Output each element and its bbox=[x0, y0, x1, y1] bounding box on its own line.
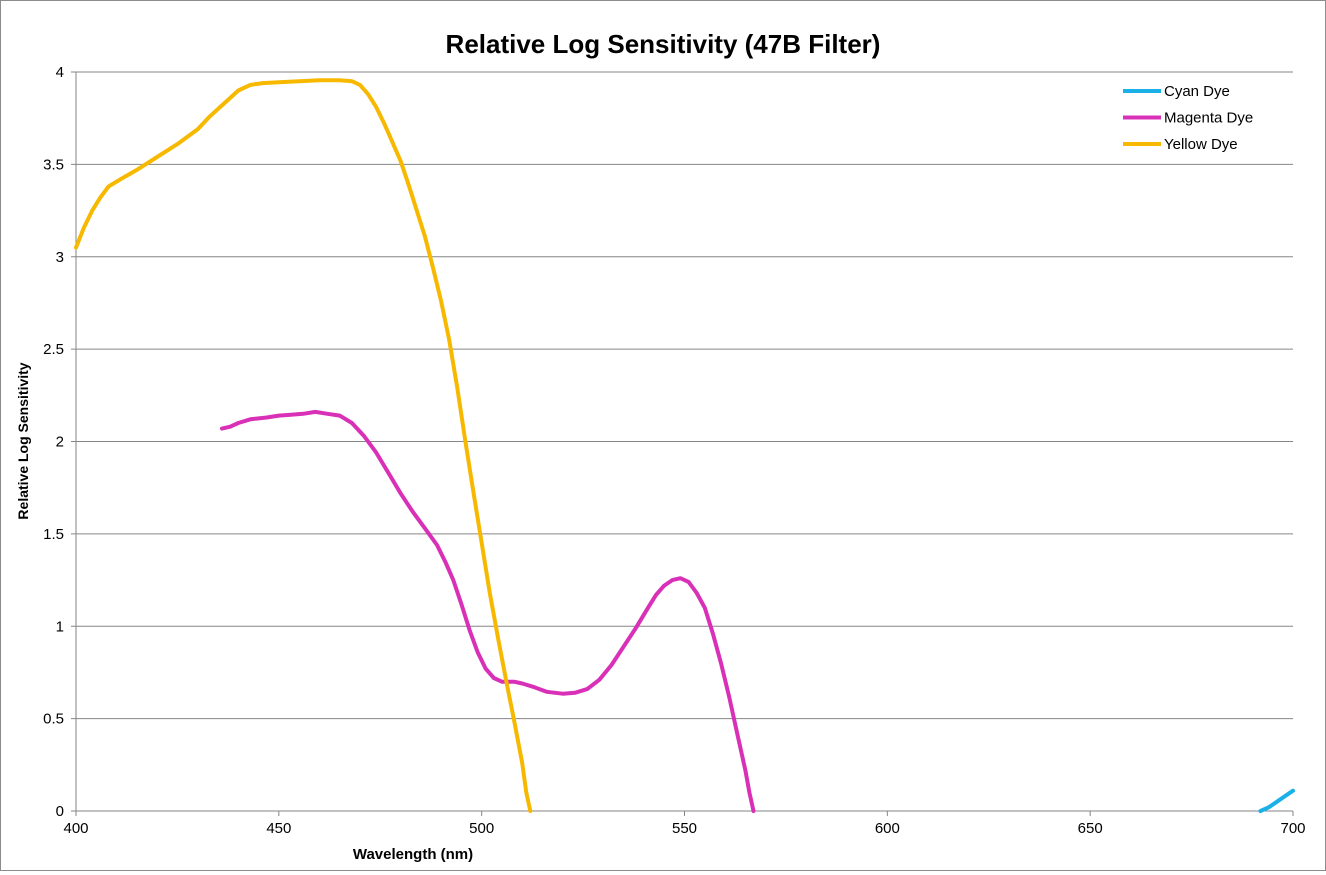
series-line-yellow-dye bbox=[74, 78, 533, 813]
x-tick-label: 650 bbox=[1078, 820, 1103, 837]
y-tick-label: 2.5 bbox=[43, 341, 64, 358]
x-tick-label: 500 bbox=[469, 820, 494, 837]
y-tick-label: 0.5 bbox=[43, 711, 64, 728]
y-tick-label: 0 bbox=[56, 803, 64, 820]
legend-label-magenta-dye: Magenta Dye bbox=[1164, 110, 1253, 127]
gridlines bbox=[76, 71, 1293, 720]
x-axis-title: Wavelength (nm) bbox=[353, 846, 473, 863]
series-line-cyan-dye bbox=[1258, 788, 1295, 813]
series-lines bbox=[74, 78, 1295, 813]
x-tick-label: 450 bbox=[266, 820, 291, 837]
y-axis-title: Relative Log Sensitivity bbox=[15, 362, 31, 519]
legend-label-cyan-dye: Cyan Dye bbox=[1164, 83, 1230, 100]
legend-label-yellow-dye: Yellow Dye bbox=[1164, 136, 1238, 153]
tick-labels: 0 0.5 1 1.5 2 2.5 3 3.5 4 400 450 500 550 600 650 700 bbox=[43, 64, 1305, 837]
y-tick-label: 1 bbox=[56, 618, 64, 635]
x-tick-label: 550 bbox=[672, 820, 697, 837]
y-tick-label: 2 bbox=[56, 434, 64, 451]
chart-title: Relative Log Sensitivity (47B Filter) bbox=[446, 29, 881, 59]
x-tick-label: 600 bbox=[875, 820, 900, 837]
x-tick-label: 400 bbox=[63, 820, 88, 837]
y-tick-label: 3.5 bbox=[43, 156, 64, 173]
y-tick-label: 3 bbox=[56, 249, 64, 266]
y-tick-label: 1.5 bbox=[43, 526, 64, 543]
y-tick-label: 4 bbox=[56, 64, 64, 81]
series-line-magenta-dye bbox=[220, 409, 756, 813]
x-tick-label: 700 bbox=[1280, 820, 1305, 837]
legend: Cyan Dye Magenta Dye Yellow Dye bbox=[1123, 83, 1253, 153]
